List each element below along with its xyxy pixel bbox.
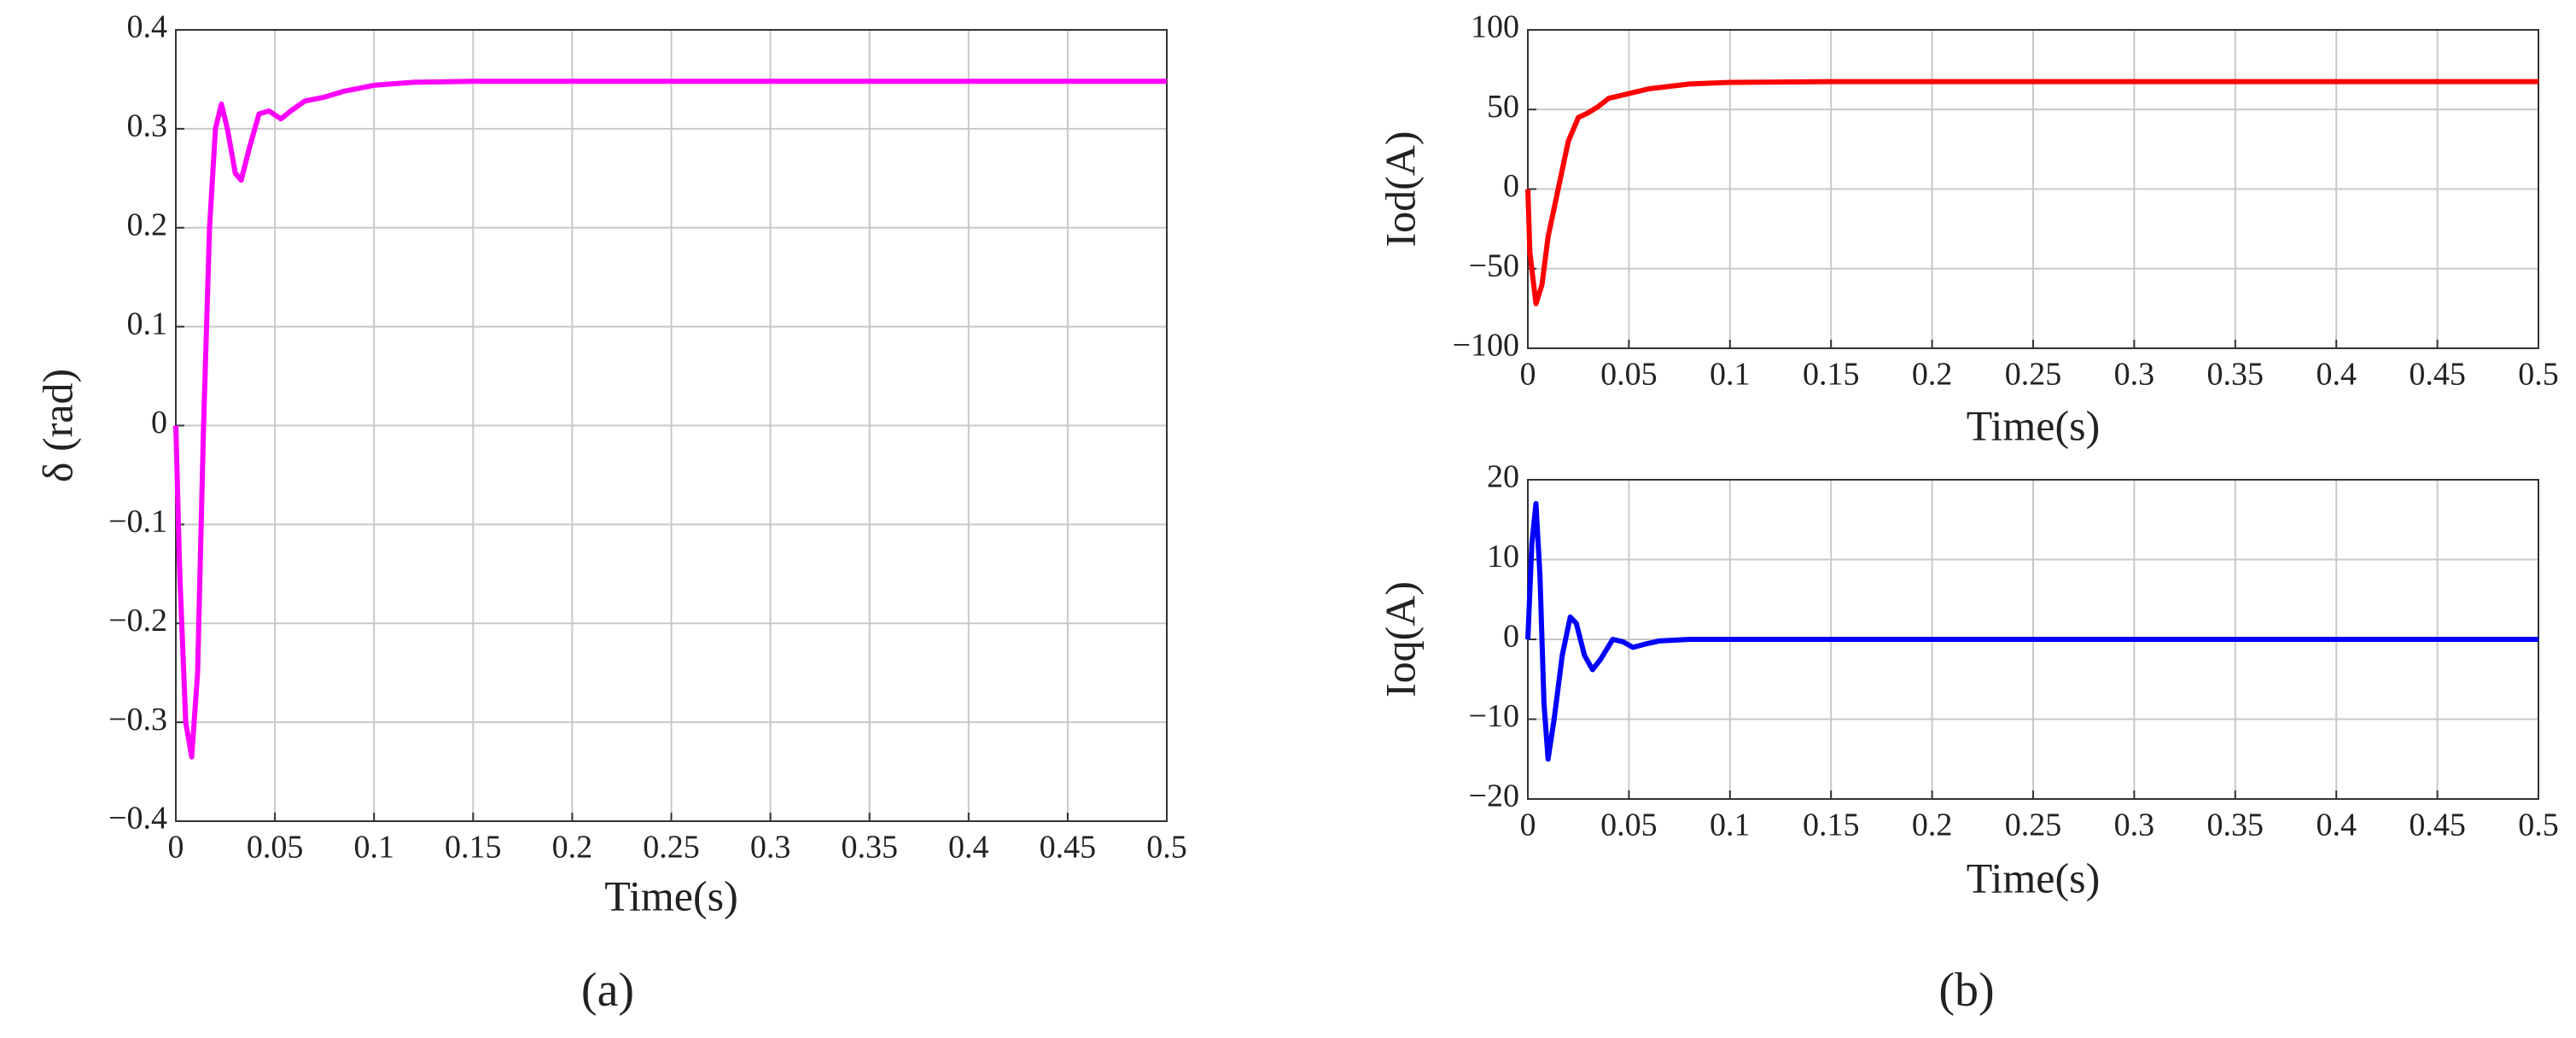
x-tick-label: 0 (1520, 357, 1536, 393)
x-tick-label: 0.05 (247, 830, 304, 866)
y-tick-label: −20 (1469, 778, 1519, 814)
x-tick-label: 0.25 (2005, 808, 2062, 843)
y-tick-label: −0.3 (108, 702, 167, 738)
x-tick-label: 0.4 (2316, 357, 2357, 393)
y-tick-label: −0.2 (108, 603, 167, 639)
y-tick-label: −100 (1453, 328, 1519, 364)
y-tick-label: 20 (1487, 459, 1519, 495)
x-axis-label: Time(s) (1967, 401, 2101, 449)
y-tick-label: 100 (1471, 9, 1519, 45)
x-tick-label: 0 (168, 830, 184, 866)
x-tick-label: 0.5 (2518, 808, 2559, 843)
x-tick-label: 0.05 (1600, 357, 1658, 393)
x-tick-label: 0.45 (1040, 830, 1097, 866)
x-tick-label: 0.1 (1710, 808, 1751, 843)
x-tick-label: 0.05 (1600, 808, 1658, 843)
x-tick-label: 0.25 (643, 830, 700, 866)
caption: (a) (581, 964, 634, 1017)
data-line (1525, 79, 2538, 306)
x-tick-label: 0.5 (2518, 357, 2559, 393)
x-tick-label: 0.2 (1912, 357, 1953, 393)
x-tick-label: 0.5 (1146, 830, 1187, 866)
x-tick-label: 0.25 (2005, 357, 2062, 393)
x-tick-label: 0.45 (2409, 808, 2466, 843)
x-tick-label: 0.2 (552, 830, 593, 866)
caption: (b) (1938, 964, 1994, 1017)
x-tick-label: 0.4 (948, 830, 989, 866)
x-tick-label: 0.1 (1710, 357, 1751, 393)
y-tick-label: 0.4 (127, 9, 168, 45)
y-tick-label: −50 (1469, 248, 1519, 283)
x-tick-label: 0.45 (2409, 357, 2466, 393)
y-tick-label: −0.1 (108, 504, 167, 539)
y-tick-label: 0.2 (127, 207, 168, 242)
y-tick-label: −10 (1469, 698, 1519, 734)
x-tick-label: 0.15 (1803, 808, 1860, 843)
x-tick-label: 0.2 (1912, 808, 1953, 843)
y-axis-label: δ (rad) (33, 369, 81, 482)
x-tick-label: 0.15 (445, 830, 502, 866)
x-tick-label: 0.1 (353, 830, 394, 866)
x-tick-label: 0.3 (750, 830, 791, 866)
data-line (173, 79, 1167, 760)
y-axis-label: Iod(A) (1376, 131, 1424, 247)
x-tick-label: 0.15 (1803, 357, 1860, 393)
y-tick-label: 50 (1487, 89, 1519, 125)
y-tick-label: 10 (1487, 539, 1519, 574)
x-tick-label: 0.3 (2114, 808, 2155, 843)
y-tick-label: 0.3 (127, 108, 168, 144)
x-axis-label: Time(s) (604, 872, 738, 919)
x-tick-label: 0.3 (2114, 357, 2155, 393)
y-tick-label: 0 (1503, 168, 1519, 204)
y-tick-label: 0 (151, 405, 167, 440)
x-tick-label: 0.35 (2207, 808, 2264, 843)
x-tick-label: 0.35 (841, 830, 898, 866)
x-tick-label: 0.35 (2207, 357, 2264, 393)
data-line (1525, 501, 2538, 762)
x-tick-label: 0.4 (2316, 808, 2357, 843)
y-tick-label: 0 (1503, 619, 1519, 655)
y-axis-label: Ioq(A) (1376, 581, 1424, 697)
y-tick-label: 0.1 (127, 306, 168, 341)
x-axis-label: Time(s) (1967, 854, 2101, 901)
y-tick-label: −0.4 (108, 801, 167, 837)
x-tick-label: 0 (1520, 808, 1536, 843)
